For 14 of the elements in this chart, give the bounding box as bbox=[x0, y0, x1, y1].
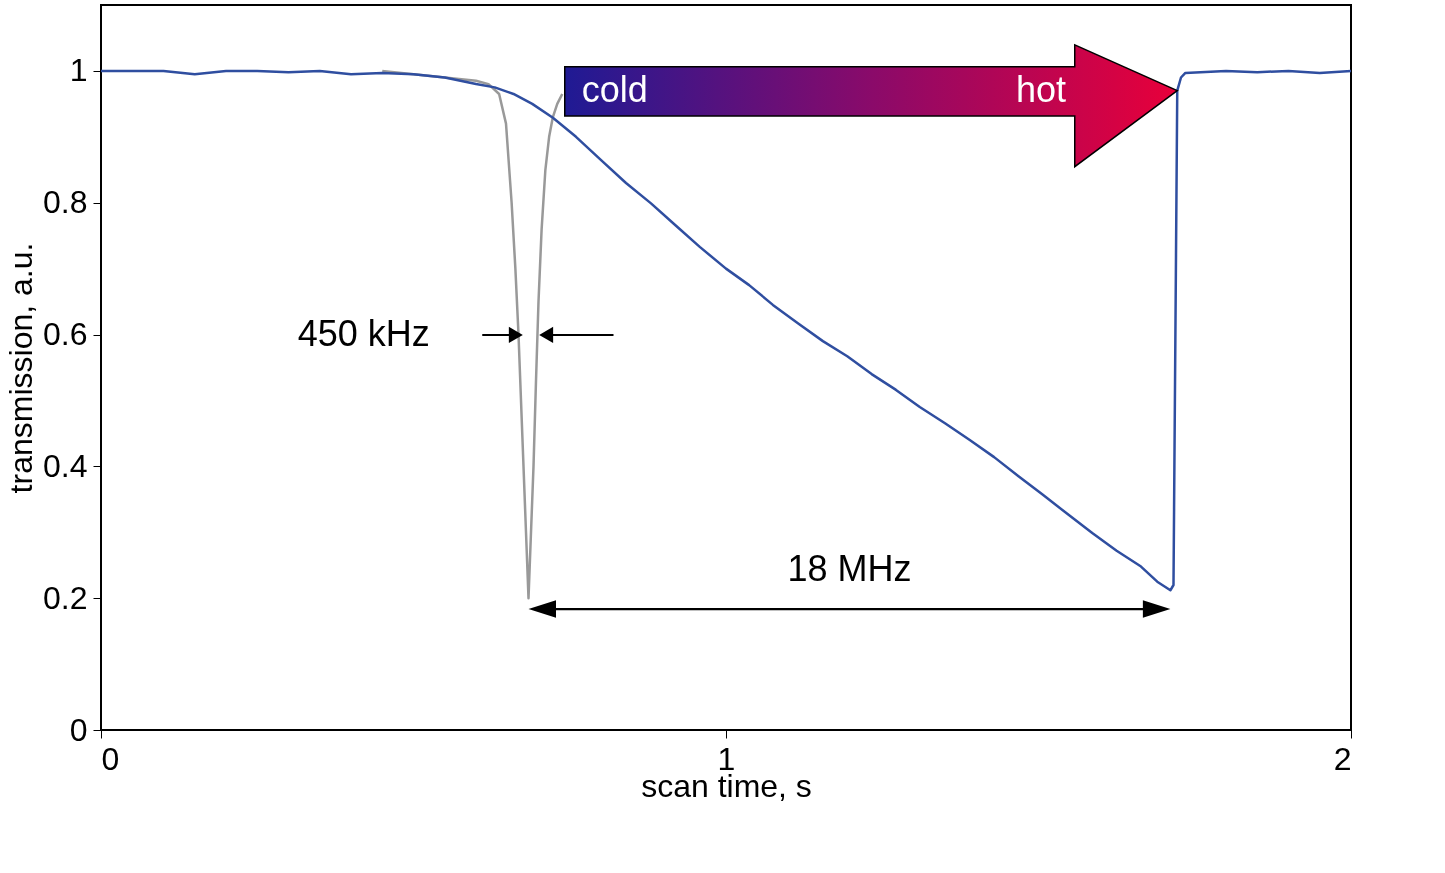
line-series bbox=[99, 69, 1353, 592]
y-tick-label: 0.2 bbox=[43, 579, 88, 616]
annotation: 450 kHz bbox=[297, 312, 430, 354]
y-axis-title: transmission, a.u. bbox=[3, 242, 40, 494]
annotation: cold bbox=[581, 69, 648, 111]
annotation: 18 MHz bbox=[787, 547, 912, 589]
y-tick-label: 0 bbox=[69, 711, 88, 748]
y-tick-label: 1 bbox=[69, 52, 88, 89]
x-tick-label: 0 bbox=[101, 740, 120, 777]
y-tick-label: 0.4 bbox=[43, 447, 88, 484]
x-tick-label: 2 bbox=[1333, 740, 1352, 777]
y-tick-label: 0.8 bbox=[43, 184, 88, 221]
y-tick-label: 0.6 bbox=[43, 316, 88, 353]
annotation: hot bbox=[1015, 69, 1067, 111]
